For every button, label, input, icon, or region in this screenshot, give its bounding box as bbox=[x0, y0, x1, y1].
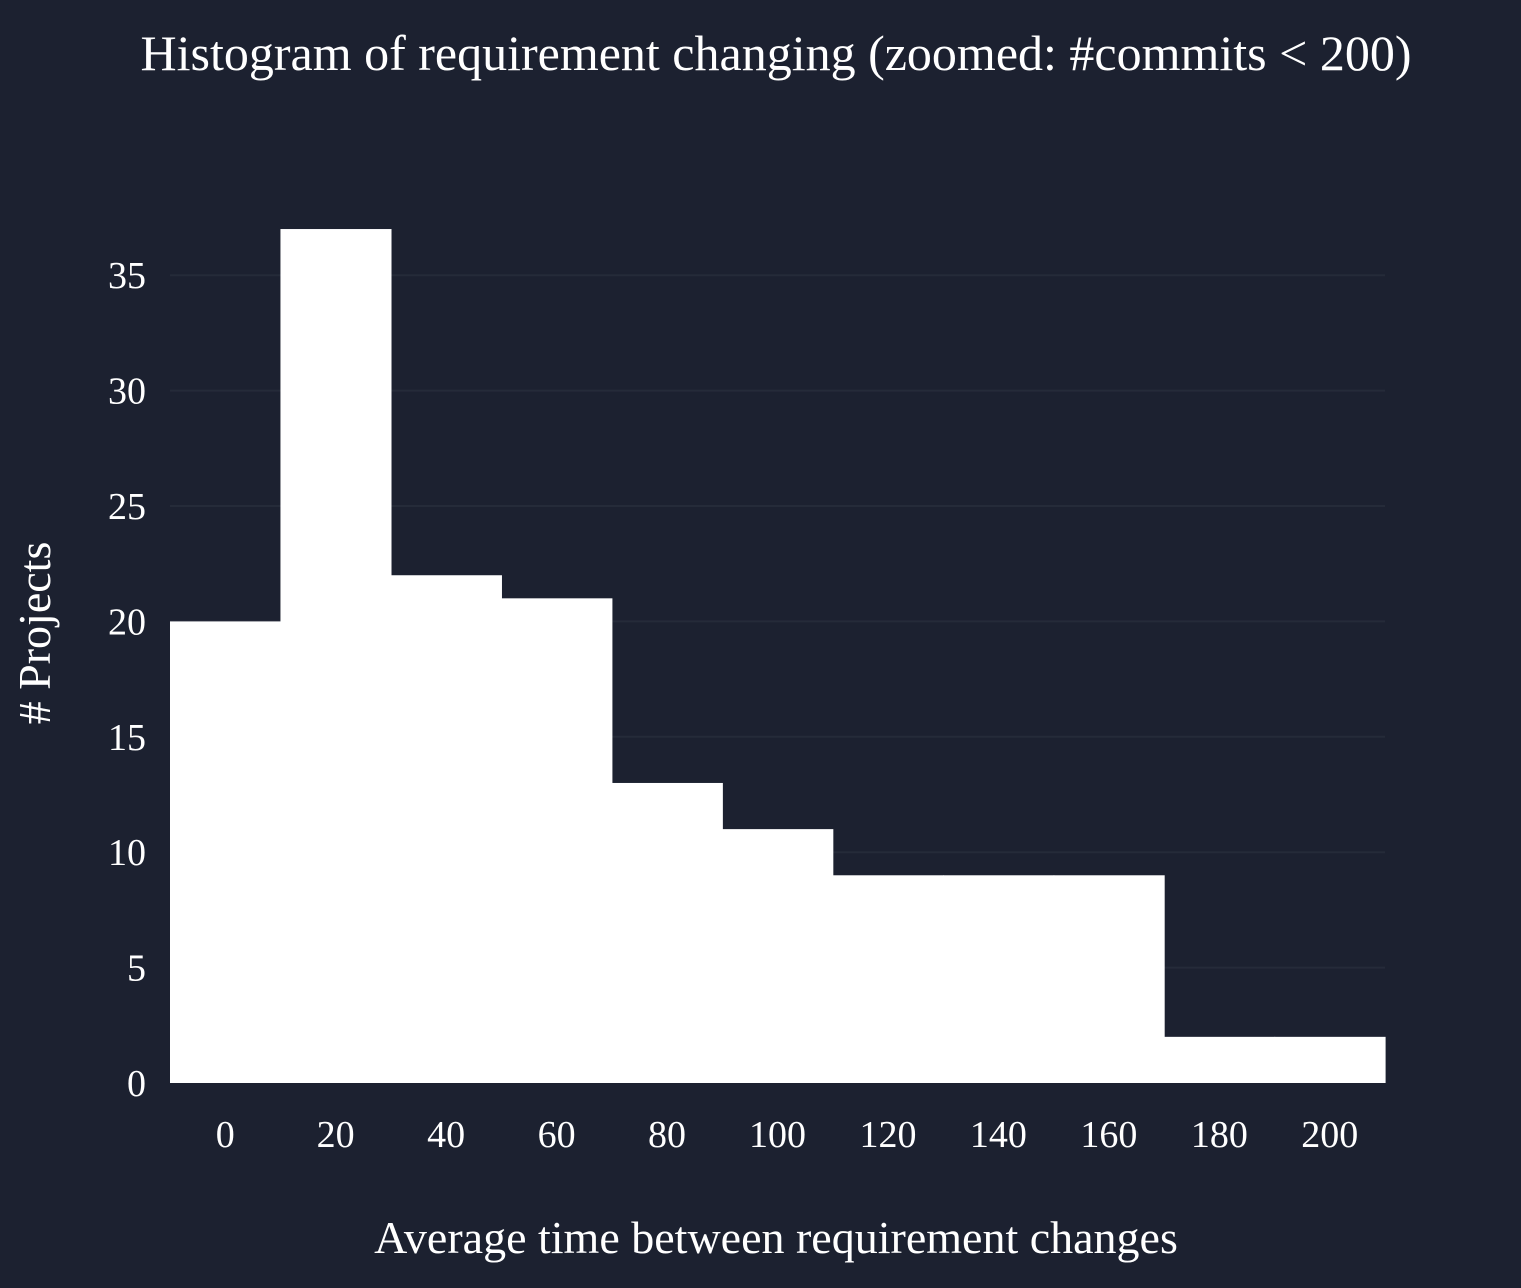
x-tick-label: 20 bbox=[317, 1114, 355, 1156]
y-tick-label: 20 bbox=[108, 601, 146, 643]
x-tick-label: 160 bbox=[1080, 1114, 1137, 1156]
x-tick-label: 80 bbox=[648, 1114, 686, 1156]
x-axis-ticks: 0 20 40 60 80 100 120 140 160 180 200 bbox=[216, 1114, 1359, 1156]
histogram-bar bbox=[943, 875, 1055, 1083]
histogram-bar bbox=[390, 575, 502, 1083]
histogram-bar bbox=[1053, 875, 1165, 1083]
histogram-bar bbox=[280, 229, 392, 1084]
x-tick-label: 60 bbox=[538, 1114, 576, 1156]
y-tick-label: 5 bbox=[127, 948, 146, 990]
y-tick-label: 0 bbox=[127, 1063, 146, 1105]
y-axis-ticks: 0 5 10 15 20 25 30 35 bbox=[108, 255, 146, 1105]
x-tick-label: 0 bbox=[216, 1114, 235, 1156]
y-axis-label: # Projects bbox=[9, 542, 60, 725]
x-tick-label: 140 bbox=[970, 1114, 1027, 1156]
x-tick-label: 200 bbox=[1301, 1114, 1358, 1156]
histogram-bar bbox=[170, 621, 282, 1083]
histogram-bar bbox=[722, 829, 834, 1083]
y-tick-label: 35 bbox=[108, 255, 146, 297]
x-tick-label: 120 bbox=[859, 1114, 916, 1156]
x-axis-label: Average time between requirement changes bbox=[374, 1212, 1178, 1263]
histogram-bar bbox=[611, 782, 723, 1083]
histogram-bar bbox=[1164, 1036, 1276, 1083]
x-tick-label: 180 bbox=[1191, 1114, 1248, 1156]
histogram-bar bbox=[501, 598, 613, 1083]
histogram-bars bbox=[170, 229, 1386, 1084]
y-tick-label: 30 bbox=[108, 371, 146, 413]
x-tick-label: 100 bbox=[749, 1114, 806, 1156]
y-tick-label: 25 bbox=[108, 486, 146, 528]
chart-title: Histogram of requirement changing (zoome… bbox=[141, 25, 1412, 81]
x-tick-label: 40 bbox=[427, 1114, 465, 1156]
histogram-bar bbox=[832, 875, 944, 1083]
y-tick-label: 15 bbox=[108, 717, 146, 759]
histogram-bar bbox=[1274, 1036, 1386, 1083]
y-tick-label: 10 bbox=[108, 832, 146, 874]
